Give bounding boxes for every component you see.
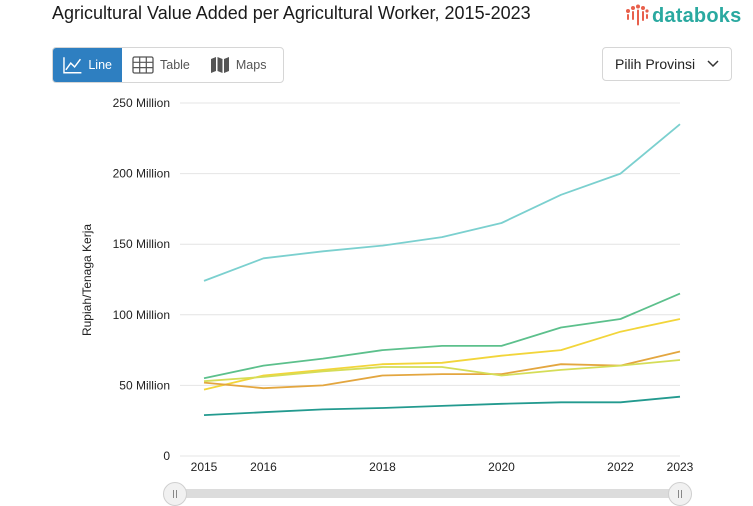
tab-maps[interactable]: Maps <box>200 48 277 82</box>
tab-table-label: Table <box>160 58 190 72</box>
y-axis-label: Rupiah/Tenaga Kerja <box>80 224 94 336</box>
x-tick-label: 2016 <box>250 460 277 474</box>
tab-table[interactable]: Table <box>122 48 200 82</box>
x-tick-label: 2020 <box>488 460 515 474</box>
brand-name: databoks <box>652 4 742 27</box>
databoks-logo-icon <box>626 4 649 26</box>
x-tick-label: 2015 <box>191 460 218 474</box>
x-tick-label: 2023 <box>667 460 694 474</box>
chart-title: Agricultural Value Added per Agricultura… <box>52 3 531 23</box>
range-handle-end[interactable] <box>668 482 692 506</box>
y-axis-ticks: 0 50 Million 100 Million 150 Million 200 Mil… <box>113 96 171 463</box>
y-tick-label: 200 Million <box>113 167 170 181</box>
view-switcher: Line Table Maps <box>52 47 284 83</box>
time-range-scrollbar[interactable] <box>175 489 680 498</box>
series-line-5[interactable] <box>203 359 681 383</box>
chevron-down-icon <box>707 60 719 68</box>
series-line-6[interactable] <box>203 395 681 416</box>
y-tick-label: 50 Million <box>119 378 170 392</box>
province-select-label: Pilih Provinsi <box>615 56 696 72</box>
x-tick-label: 2018 <box>369 460 396 474</box>
line-chart-icon <box>63 57 82 74</box>
series-line-2[interactable] <box>203 292 681 380</box>
chart-series <box>203 123 681 416</box>
series-line-1[interactable] <box>203 123 681 282</box>
y-tick-label: 100 Million <box>113 308 170 322</box>
series-line-4[interactable] <box>203 350 681 390</box>
brand-logo[interactable]: databoks <box>625 3 741 29</box>
chart-gridlines <box>180 102 680 457</box>
tab-line-label: Line <box>88 58 112 72</box>
table-icon <box>132 56 154 74</box>
tab-line[interactable]: Line <box>53 48 122 82</box>
series-line-3[interactable] <box>203 318 681 391</box>
y-tick-label: 250 Million <box>113 96 170 110</box>
x-axis-ticks: 2015 2016 2018 2020 2022 2023 <box>191 460 694 474</box>
x-tick-label: 2022 <box>607 460 634 474</box>
tab-maps-label: Maps <box>235 58 267 72</box>
y-tick-label: 0 <box>163 449 170 463</box>
y-tick-label: 150 Million <box>113 237 170 251</box>
map-icon <box>210 57 229 73</box>
range-handle-start[interactable] <box>163 482 187 506</box>
province-select[interactable]: Pilih Provinsi <box>602 47 732 81</box>
